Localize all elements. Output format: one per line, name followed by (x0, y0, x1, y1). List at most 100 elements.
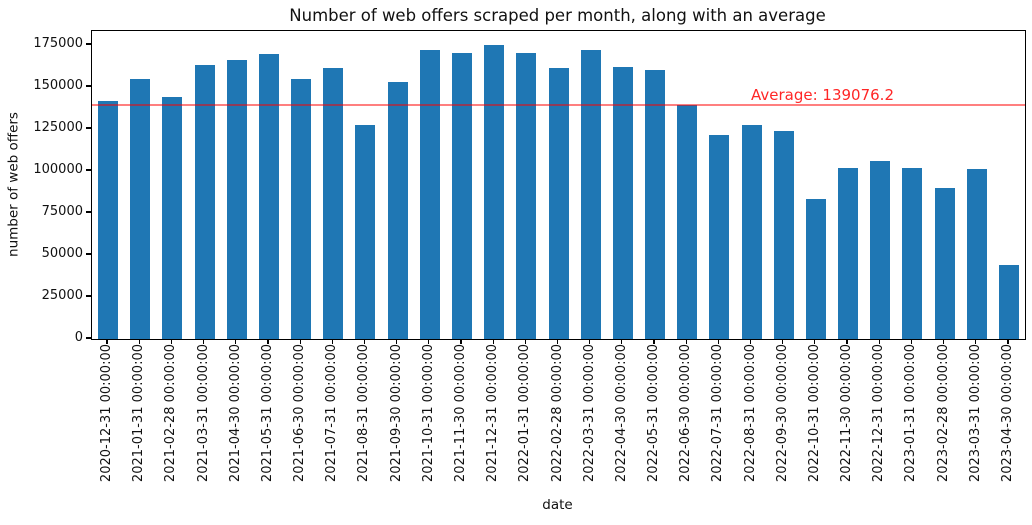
x-tick-label: 2021-07-31 00:00:00 (324, 344, 340, 483)
bar (998, 265, 1019, 339)
x-tick-label: 2022-07-31 00:00:00 (710, 344, 726, 483)
x-tick-mark (685, 339, 687, 344)
bar (548, 67, 569, 339)
x-tick-mark (717, 339, 719, 344)
bar (677, 104, 698, 339)
x-tick-mark (942, 339, 945, 344)
x-tick-label: 2022-09-30 00:00:00 (774, 344, 790, 483)
bar (516, 53, 537, 339)
x-tick-mark (524, 339, 526, 344)
x-tick-label: 2023-02-28 00:00:00 (935, 344, 951, 483)
bar (419, 50, 440, 339)
x-tick-mark (975, 339, 977, 344)
average-label: Average: 139076.2 (751, 86, 894, 105)
x-tick-mark (782, 339, 784, 344)
x-tick-label: 2022-06-30 00:00:00 (678, 344, 694, 483)
x-tick-label: 2022-02-28 00:00:00 (549, 344, 565, 483)
y-tick-mark (86, 127, 91, 129)
x-tick-label: 2021-02-28 00:00:00 (163, 344, 179, 483)
x-tick-mark (203, 339, 205, 344)
x-tick-label: 2021-04-30 00:00:00 (227, 344, 243, 483)
chart-title: Number of web offers scraped per month, … (289, 6, 826, 25)
bar (934, 187, 955, 339)
x-tick-label: 2022-12-31 00:00:00 (871, 344, 887, 483)
bar (387, 81, 408, 339)
x-tick-mark (621, 339, 623, 344)
y-tick-mark (86, 253, 91, 255)
bar (902, 167, 923, 339)
bar (484, 44, 505, 339)
y-tick-label: 50000 (41, 245, 83, 261)
x-tick-label: 2021-09-30 00:00:00 (388, 344, 404, 483)
bar (741, 124, 762, 339)
x-tick-mark (428, 339, 430, 344)
x-tick-label: 2022-04-30 00:00:00 (613, 344, 629, 483)
x-tick-label: 2022-01-31 00:00:00 (517, 344, 533, 483)
bar (323, 67, 344, 339)
bar (645, 70, 666, 339)
x-tick-mark (299, 339, 301, 344)
plot-area: Average: 139076.2 (91, 30, 1026, 340)
bar (805, 198, 826, 339)
bar (162, 97, 183, 339)
y-tick-label: 100000 (33, 161, 83, 177)
x-tick-mark (814, 339, 816, 344)
y-tick-mark (86, 337, 91, 339)
y-tick-mark (86, 43, 91, 45)
average-line (92, 104, 1025, 107)
x-tick-label: 2022-11-30 00:00:00 (839, 344, 855, 483)
x-tick-label: 2022-05-31 00:00:00 (646, 344, 662, 483)
x-tick-mark (910, 339, 912, 344)
y-tick-mark (86, 295, 91, 297)
y-tick-label: 25000 (41, 287, 83, 303)
x-tick-mark (363, 339, 366, 344)
x-tick-mark (653, 339, 655, 344)
y-tick-mark (86, 211, 91, 213)
y-tick-label: 0 (74, 330, 83, 345)
x-tick-label: 2023-04-30 00:00:00 (999, 344, 1015, 483)
bar (226, 60, 247, 339)
x-tick-mark (170, 339, 173, 344)
x-tick-mark (235, 339, 237, 344)
x-tick-label: 2022-10-31 00:00:00 (806, 344, 822, 483)
x-tick-mark (106, 339, 108, 344)
x-tick-label: 2020-12-31 00:00:00 (99, 344, 115, 483)
bar (580, 50, 601, 339)
bar (130, 79, 151, 339)
x-tick-mark (460, 339, 462, 344)
x-tick-label: 2023-01-31 00:00:00 (903, 344, 919, 483)
x-tick-label: 2021-05-31 00:00:00 (259, 344, 275, 483)
bar (194, 65, 215, 339)
y-tick-label: 125000 (33, 119, 83, 135)
bar (258, 54, 279, 339)
x-tick-mark (138, 339, 140, 344)
bar (355, 124, 376, 339)
x-tick-label: 2021-08-31 00:00:00 (356, 344, 372, 483)
bar (966, 169, 987, 339)
x-tick-label: 2021-12-31 00:00:00 (485, 344, 501, 483)
x-tick-label: 2021-03-31 00:00:00 (195, 344, 211, 483)
x-tick-mark (749, 339, 752, 344)
x-tick-label: 2021-01-31 00:00:00 (131, 344, 147, 483)
y-tick-label: 150000 (33, 77, 83, 93)
y-tick-label: 175000 (33, 35, 83, 51)
bar (773, 130, 794, 339)
bar (838, 168, 859, 339)
x-tick-mark (589, 339, 591, 344)
bar (612, 66, 633, 339)
x-tick-mark (267, 339, 269, 344)
bar (98, 101, 119, 339)
x-axis-label: date (542, 497, 573, 513)
x-tick-label: 2021-11-30 00:00:00 (452, 344, 468, 483)
x-tick-mark (492, 339, 494, 344)
x-tick-label: 2021-06-30 00:00:00 (292, 344, 308, 483)
x-tick-mark (846, 339, 848, 344)
x-tick-mark (556, 339, 559, 344)
x-tick-label: 2023-03-31 00:00:00 (967, 344, 983, 483)
y-axis-label: number of web offers (5, 112, 22, 257)
y-tick-mark (86, 85, 91, 87)
y-tick-label: 75000 (41, 203, 83, 219)
x-tick-label: 2021-10-31 00:00:00 (420, 344, 436, 483)
bar (291, 79, 312, 339)
